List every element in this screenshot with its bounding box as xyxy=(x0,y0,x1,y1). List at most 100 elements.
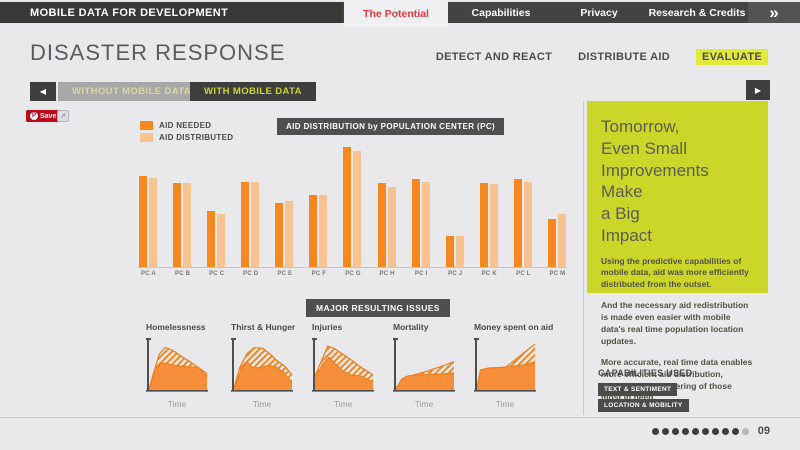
back-arrow-button[interactable]: ◀ xyxy=(30,82,56,101)
bar-category-label: PC A xyxy=(141,271,156,277)
summary-heading-line: Tomorrow, xyxy=(601,117,680,136)
nav-forward-chevron-icon[interactable]: » xyxy=(748,2,800,23)
pager-dot[interactable] xyxy=(671,427,679,435)
nav-tabs: Capabilities Privacy Research & Credits xyxy=(452,2,746,23)
pager-dot[interactable] xyxy=(681,427,689,435)
share-button[interactable]: ↗ xyxy=(57,110,69,122)
chart-legend: AID NEEDED AID DISTRIBUTED xyxy=(140,121,233,142)
bar-group: PC H xyxy=(377,147,397,277)
mini-chart-title: Mortality xyxy=(393,322,429,332)
bar xyxy=(285,201,294,267)
bar xyxy=(523,182,532,267)
bar-category-label: PC C xyxy=(209,271,225,277)
bar xyxy=(139,176,147,267)
bar-chart-title: AID DISTRIBUTION by POPULATION CENTER (P… xyxy=(277,118,505,135)
bar-category-label: PC H xyxy=(379,271,395,277)
mini-chart-title: Thirst & Hunger xyxy=(231,322,296,332)
mini-chart-plot xyxy=(312,338,374,392)
pager-dot[interactable] xyxy=(741,427,749,435)
bar xyxy=(309,195,318,267)
bar-category-label: PC J xyxy=(448,271,463,277)
step-detect-and-react[interactable]: DETECT AND REACT xyxy=(435,51,553,63)
pager-dot[interactable] xyxy=(691,427,699,435)
bar xyxy=(445,236,454,267)
bar-category-label: PC D xyxy=(243,271,259,277)
horizontal-divider xyxy=(0,417,800,418)
without-mobile-data-tab[interactable]: WITHOUT MOBILE DATA xyxy=(58,82,206,101)
page-title: DISASTER RESPONSE xyxy=(30,40,286,65)
bar-category-label: PC I xyxy=(414,271,428,277)
summary-heading-line: Even Small xyxy=(601,138,687,158)
nav-tab-privacy[interactable]: Privacy xyxy=(580,6,618,19)
pager-dot[interactable] xyxy=(701,427,709,435)
time-axis-label: Time xyxy=(167,399,187,409)
nav-tab-the-potential[interactable]: The Potential xyxy=(344,0,448,27)
step-evaluate[interactable]: EVALUATE xyxy=(695,49,768,65)
pinterest-save-button[interactable]: P Save xyxy=(26,110,61,122)
bar xyxy=(489,184,498,267)
mini-chart-plot xyxy=(474,338,536,392)
bar-chart-baseline xyxy=(138,267,567,268)
bar-chart: PC A PC B PC C PC D PC E PC F PC G PC H PC I PC J… xyxy=(139,147,567,277)
capabilities-section: CAPABILITIES USED TEXT & SENTIMENT LOCATI… xyxy=(598,368,692,412)
legend-item: AID NEEDED xyxy=(140,121,233,130)
mini-chart-thirst-hunger: Thirst & Hunger Time xyxy=(231,322,315,409)
bar-category-label: PC B xyxy=(175,271,191,277)
mini-chart-title: Money spent on aid xyxy=(474,322,554,332)
mini-chart-title: Injuries xyxy=(312,322,343,332)
bar-group: PC G xyxy=(343,147,362,277)
mini-chart-injuries: Injuries Time xyxy=(312,322,396,409)
capabilities-badges: TEXT & SENTIMENT LOCATION & MOBILITY xyxy=(598,383,692,412)
pinterest-icon: P xyxy=(30,112,38,120)
with-mobile-data-tab[interactable]: WITH MOBILE DATA xyxy=(190,82,316,101)
mini-chart-mortality: Mortality Time xyxy=(393,322,477,409)
step-nav: DETECT AND REACT DISTRIBUTE AID EVALUATE xyxy=(436,49,768,65)
bar xyxy=(207,211,216,267)
pager-dot[interactable] xyxy=(721,427,729,435)
page-number: 09 xyxy=(757,425,770,437)
legend-swatch xyxy=(140,121,153,130)
forward-arrow-button[interactable]: ▶ xyxy=(746,80,770,100)
bar xyxy=(343,147,352,267)
legend-label: AID NEEDED xyxy=(159,121,212,130)
bar-group: PC L xyxy=(513,147,533,277)
summary-paragraph: And the necessary aid redistribution is … xyxy=(601,300,749,346)
bar xyxy=(149,178,157,267)
nav-tab-capabilities[interactable]: Capabilities xyxy=(471,6,531,19)
summary-heading-line: a Big xyxy=(601,204,640,223)
bar-group: PC K xyxy=(479,147,499,277)
bar xyxy=(479,183,488,267)
bar-group: PC E xyxy=(275,147,294,277)
legend-label: AID DISTRIBUTED xyxy=(159,133,234,142)
summary-panel: Tomorrow, Even Small Improvements Make a Bi… xyxy=(587,101,768,402)
bar-group: PC I xyxy=(411,147,431,277)
bar xyxy=(455,236,464,267)
bar xyxy=(251,182,260,267)
pager-dot[interactable] xyxy=(711,427,719,435)
pager: 09 xyxy=(651,425,770,437)
time-axis-label: Time xyxy=(333,399,353,409)
mini-chart-plot xyxy=(393,338,455,392)
bar xyxy=(411,179,420,267)
time-axis-label: Time xyxy=(495,399,515,409)
bar xyxy=(353,151,362,267)
bar xyxy=(217,214,226,267)
pager-dot[interactable] xyxy=(651,427,659,435)
mini-chart-plot xyxy=(231,338,293,392)
pinterest-save-label: Save xyxy=(40,112,57,120)
bar-group: PC J xyxy=(445,147,465,277)
bar-group: PC D xyxy=(241,147,260,277)
nav-tab-research-credits[interactable]: Research & Credits xyxy=(648,6,746,19)
summary-heading-line: Improvements Make xyxy=(601,160,709,202)
capability-badge: LOCATION & MOBILITY xyxy=(598,399,689,412)
bar xyxy=(377,183,386,267)
step-distribute-aid[interactable]: DISTRIBUTE AID xyxy=(578,51,670,63)
bar-group: PC F xyxy=(309,147,328,277)
pager-dot[interactable] xyxy=(661,427,669,435)
bar-category-label: PC L xyxy=(516,271,531,277)
mini-chart-title: Homelessness xyxy=(146,322,206,332)
brand-title: MOBILE DATA FOR DEVELOPMENT xyxy=(0,2,342,23)
pager-dot[interactable] xyxy=(731,427,739,435)
bar-group: PC M xyxy=(547,147,567,277)
bar xyxy=(173,183,182,267)
